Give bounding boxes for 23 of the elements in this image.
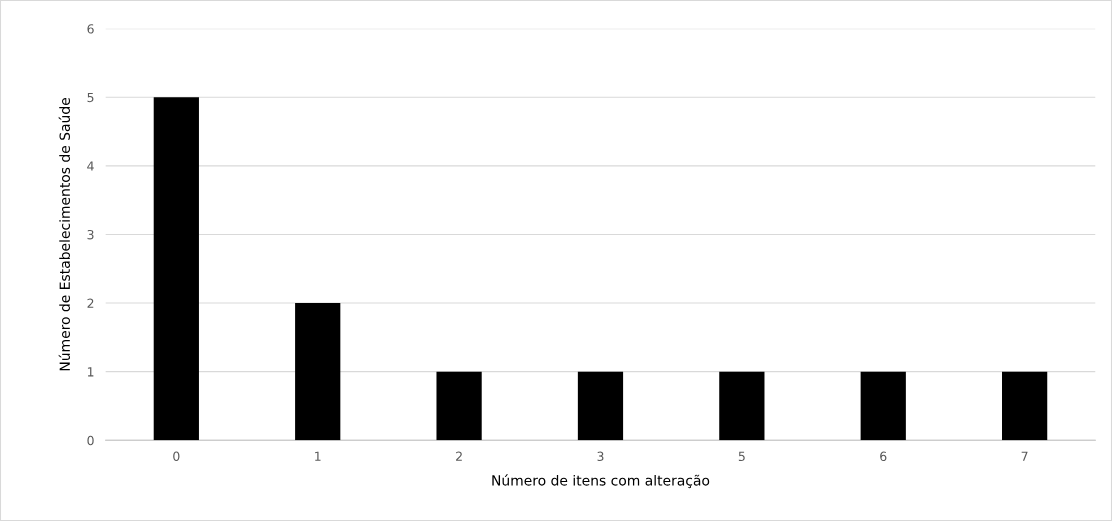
y-tick-label: 3: [87, 229, 94, 240]
x-tick-label: 7: [1021, 451, 1028, 461]
bar: [860, 371, 906, 441]
x-axis-title: Número de itens com alteração: [492, 474, 710, 489]
y-tick-label: 1: [87, 367, 94, 377]
x-tick-label: 1: [315, 451, 321, 461]
bar: [295, 303, 341, 441]
x-tick-label: 6: [880, 451, 887, 462]
y-tick-label: 4: [87, 161, 94, 171]
y-tick-label: 0: [87, 435, 94, 446]
bar: [153, 97, 199, 441]
y-tick-label: 6: [87, 24, 94, 34]
x-tick-label: 3: [597, 451, 604, 462]
y-axis-title: Número de Estabelecimentos de Saúde: [58, 98, 70, 371]
y-tick-label: 5: [87, 92, 94, 103]
x-tick-label: 5: [738, 451, 745, 462]
bar: [577, 371, 624, 441]
x-tick-label: 0: [173, 451, 180, 462]
x-tick-label: 2: [456, 451, 462, 461]
bar: [436, 371, 482, 441]
y-tick-label: 2: [87, 298, 94, 308]
bar: [1002, 371, 1048, 441]
bar: [719, 371, 765, 441]
